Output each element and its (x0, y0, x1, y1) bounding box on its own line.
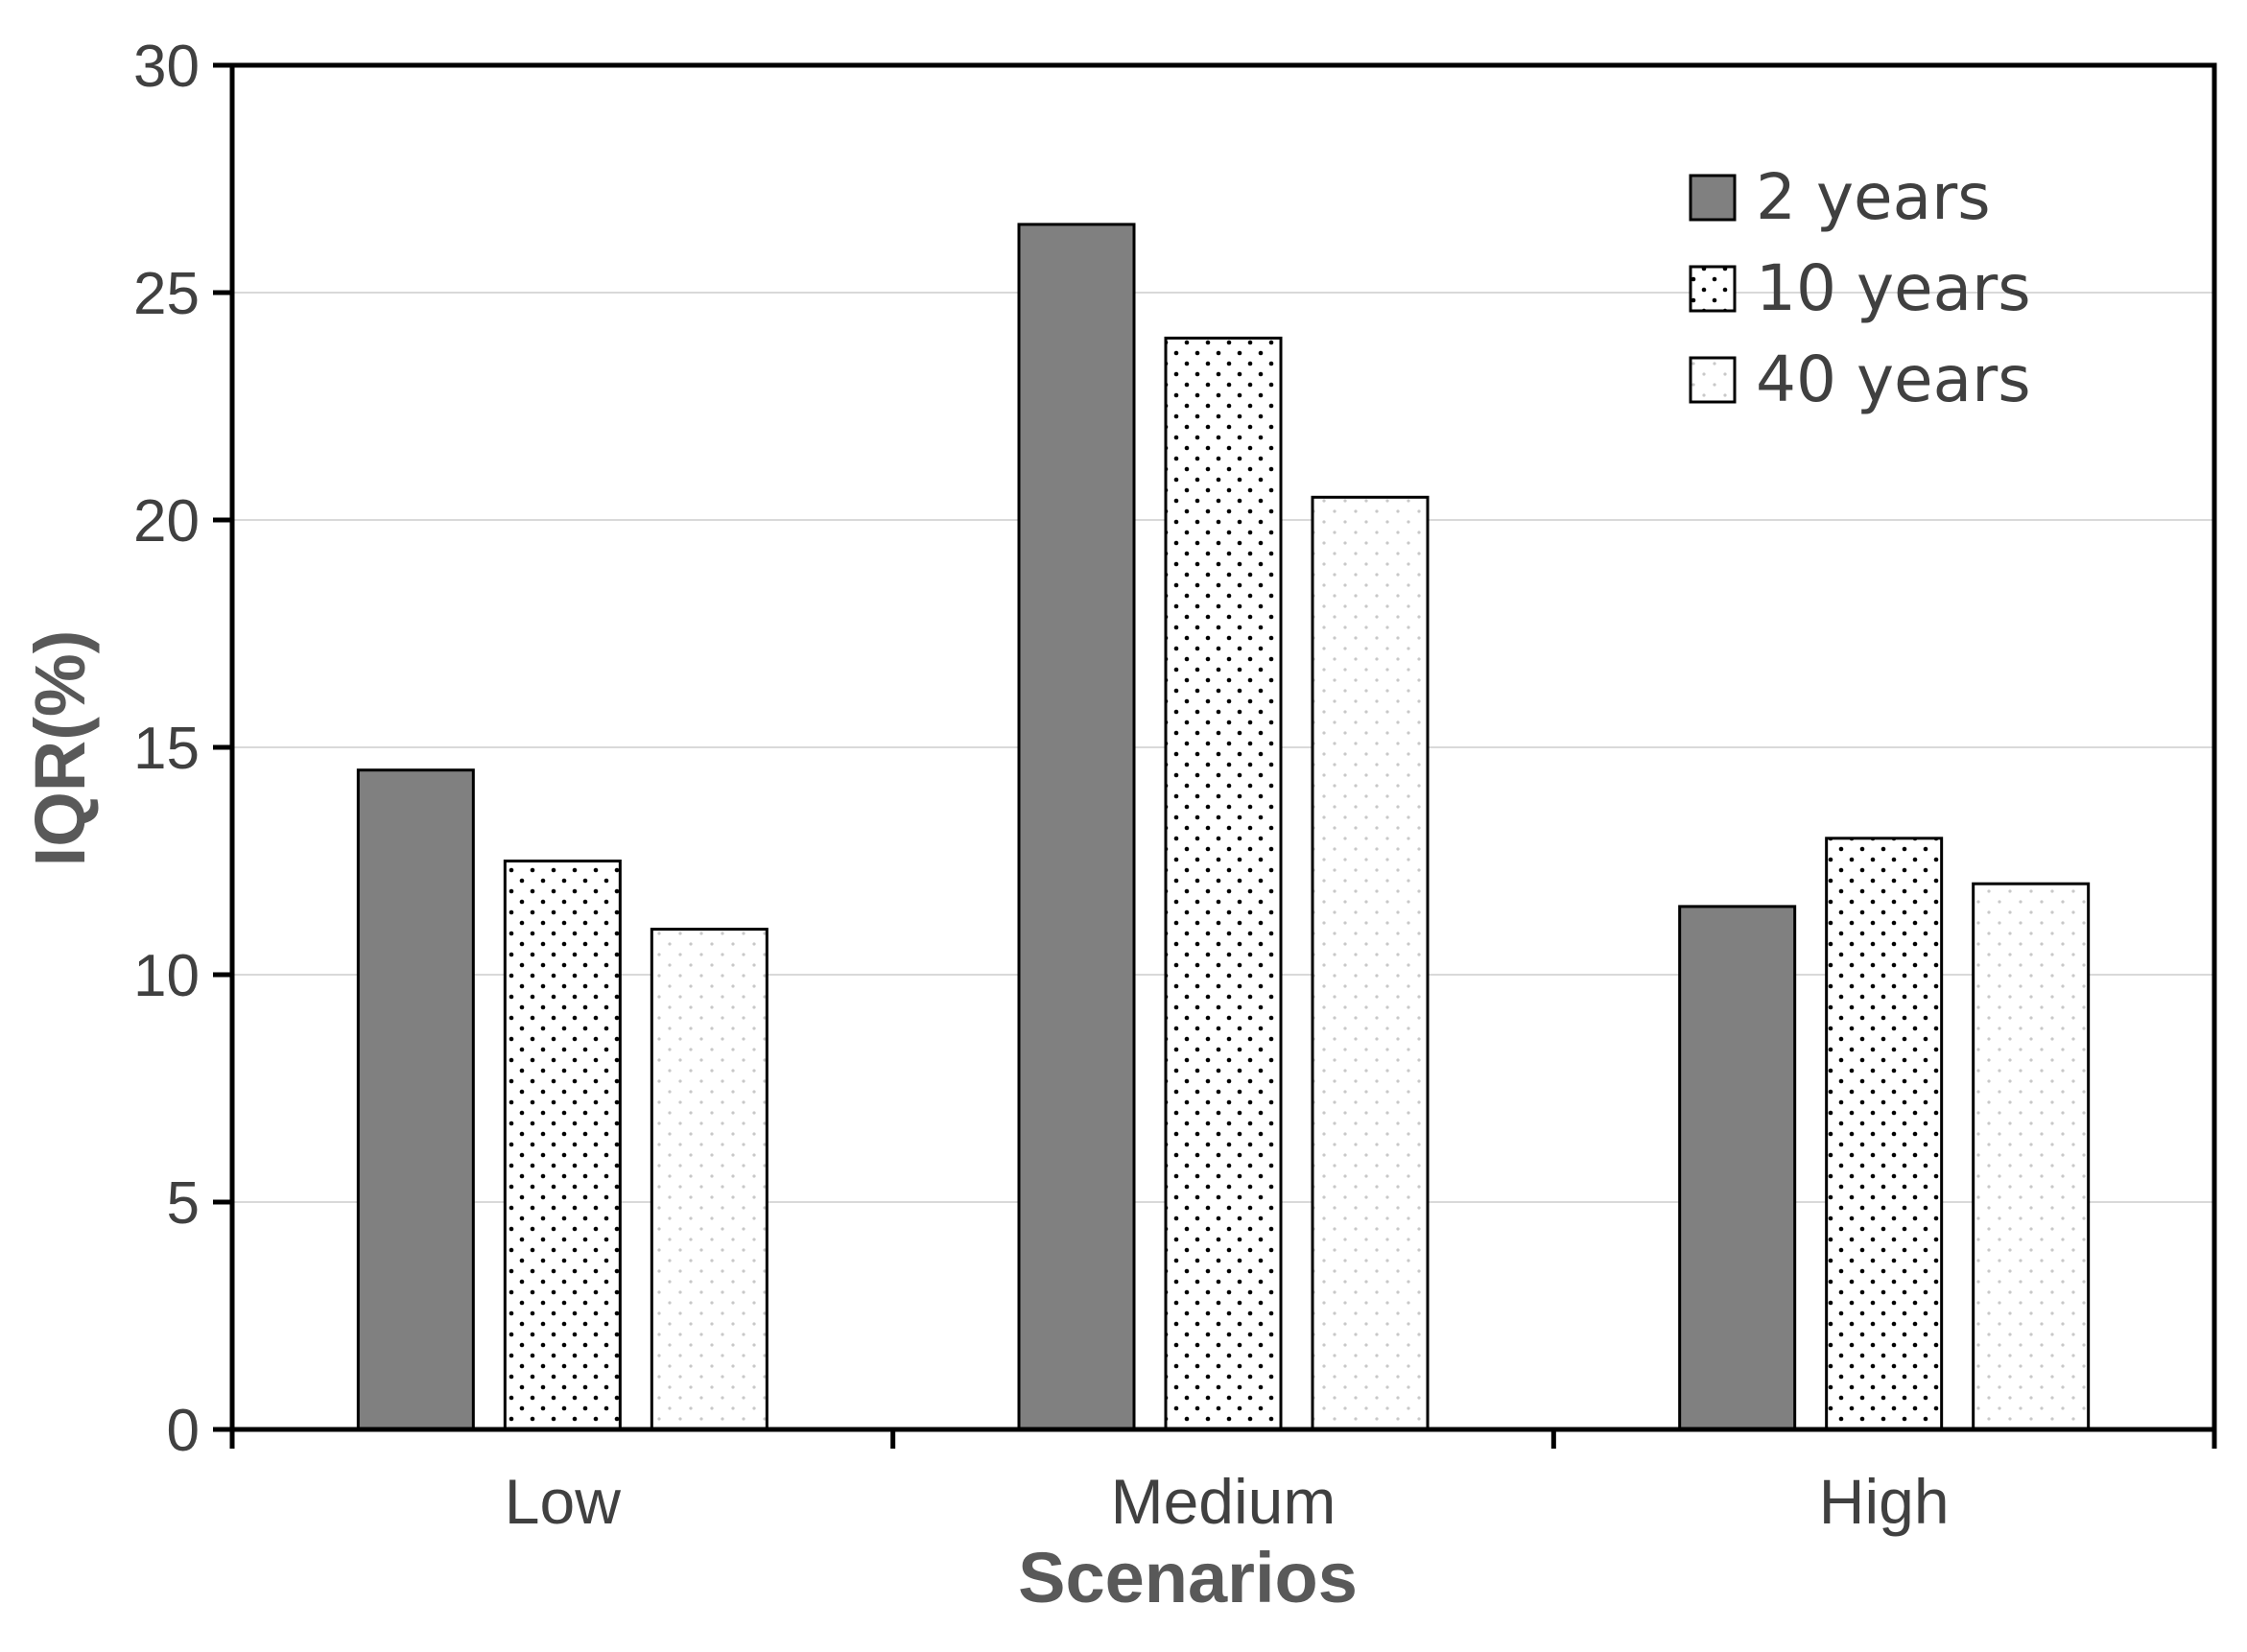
y-tick-label: 0 (167, 1398, 200, 1464)
x-category-label-medium: Medium (1111, 1466, 1336, 1537)
x-category-label-high: High (1819, 1466, 1950, 1537)
bar-medium-10-years (1164, 336, 1283, 1431)
plot-frame (229, 62, 2217, 1432)
legend-swatch-40-years (1689, 356, 1737, 404)
x-category-label-low: Low (505, 1466, 621, 1537)
y-tick-label: 20 (133, 488, 200, 555)
legend-swatch-10-years (1689, 265, 1737, 313)
legend-label-10-years: 10 years (1756, 251, 2031, 325)
bar-low-40-years (650, 928, 769, 1431)
bar-high-2-years (1678, 905, 1797, 1431)
y-tick-label: 10 (133, 943, 200, 1009)
bar-low-2-years (356, 768, 475, 1431)
bar-high-40-years (1972, 882, 2091, 1431)
legend-label-40-years: 40 years (1756, 342, 2031, 416)
bar-low-10-years (503, 860, 622, 1431)
y-tick-label: 5 (167, 1170, 200, 1237)
y-tick-labels: 0 5 10 15 20 25 30 (133, 34, 200, 1464)
axes (213, 62, 2217, 1449)
bar-high-10-years (1825, 837, 1944, 1431)
legend-swatch-2-years (1689, 174, 1737, 222)
bar-medium-40-years (1311, 495, 1430, 1431)
y-tick-label: 30 (133, 34, 200, 100)
bar-medium-2-years (1017, 223, 1136, 1431)
y-tick-label: 25 (133, 261, 200, 327)
x-axis-title: Scenarios (1018, 1538, 1358, 1617)
y-tick-label: 15 (133, 716, 200, 782)
bars (356, 223, 2091, 1431)
y-axis-title: IQR(%) (20, 630, 100, 867)
x-category-labels: Low Medium High (505, 1466, 1950, 1537)
legend: 2 years 10 years 40 years (1689, 160, 2031, 416)
legend-label-2-years: 2 years (1756, 160, 1991, 234)
